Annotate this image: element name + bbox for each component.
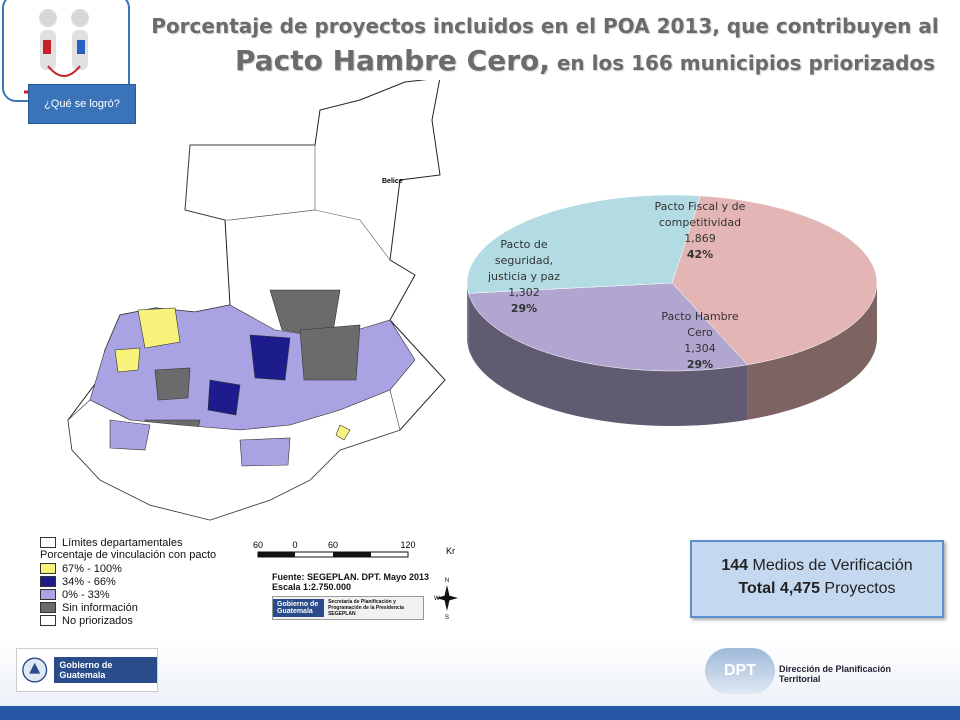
compass-w: W [434, 596, 440, 602]
legend-item-label: Sin información [62, 601, 138, 614]
legend-item-label: 67% - 100% [62, 562, 122, 575]
title-line-2-rest: en los 166 municipios priorizados [549, 51, 936, 75]
legend-swatch [40, 563, 56, 574]
summary-line-1: 144 Medios de Verificación [692, 554, 942, 577]
dpt-mark: DPT [705, 648, 775, 694]
footer-bar [0, 706, 960, 720]
pie-side [467, 285, 469, 349]
title-line-2: Pacto Hambre Cero, en los 166 municipios… [140, 44, 950, 77]
pie-label-percent: 29% [511, 302, 537, 315]
pie-label-line: 1,302 [508, 286, 540, 299]
legend-header: Porcentaje de vinculación con pacto [40, 549, 217, 561]
map-source: Fuente: SEGEPLAN. DPT. Mayo 2013 Escala … [272, 572, 437, 624]
legend-limites-label: Límites departamentales [62, 536, 183, 549]
pie-label-line: competitividad [659, 216, 741, 229]
scale-unit: Kr [446, 546, 455, 556]
segeplan-logo: Gobierno de Guatemala Secretaría de Plan… [272, 596, 424, 620]
pie-label-line: seguridad, [495, 254, 553, 267]
pie-label: Pacto Hambre Cero 1,304 29% [661, 310, 738, 371]
pie-label-percent: 42% [687, 248, 713, 261]
page-title: Porcentaje de proyectos incluidos en el … [140, 14, 950, 77]
pie-label-line: justicia y paz [487, 270, 560, 283]
segeplan-logo-right: Secretaría de Planificación y Programaci… [328, 599, 404, 617]
title-line-2-main: Pacto Hambre Cero, [234, 44, 550, 77]
legend-swatch [40, 589, 56, 600]
pie-label-line: 1,869 [684, 232, 716, 245]
medios-label: Medios de Verificación [748, 557, 913, 574]
pie-label-percent: 29% [687, 358, 713, 371]
legend-item: 67% - 100% [40, 562, 250, 575]
source-line-2: Escala 1:2.750.000 [272, 582, 352, 592]
pie-slice [468, 282, 749, 372]
map-legend: Límites departamentales Porcentaje de vi… [40, 536, 250, 627]
summary-box: 144 Medios de Verificación Total 4,475 P… [690, 540, 944, 618]
footer: Gobierno de Guatemala DPT Dirección de P… [0, 640, 960, 720]
source-line-1: Fuente: SEGEPLAN. DPT. Mayo 2013 [272, 572, 430, 582]
medios-count: 144 [721, 557, 749, 574]
pie-slice [466, 194, 701, 294]
pie-label: Pacto de seguridad, justicia y paz 1,302 29% [487, 238, 560, 315]
guatemala-map: Belice [67, 80, 446, 521]
belice-label: Belice [382, 178, 403, 185]
pie-side [468, 293, 748, 426]
scale-tick-0: 60 [253, 540, 263, 550]
coat-of-arms-icon [22, 657, 48, 683]
summary-line-2: Total 4,475 Proyectos [692, 577, 942, 600]
legend-item-label: 34% - 66% [62, 575, 116, 588]
compass-n: N [445, 578, 449, 584]
scale-tick-3: 120 [400, 540, 415, 550]
title-line-1: Porcentaje de proyectos incluidos en el … [151, 14, 939, 38]
gobierno-logo: Gobierno de Guatemala [16, 648, 158, 692]
total-label: Total [738, 580, 780, 597]
legend-swatch [40, 602, 56, 613]
pie-label-line: Pacto Hambre [661, 310, 738, 323]
legend-swatch [40, 615, 56, 626]
pie-label: Pacto Fiscal y de competitividad 1,869 42% [655, 200, 746, 261]
pie-label-line: Pacto Fiscal y de [655, 200, 746, 213]
pie-slice [671, 195, 878, 366]
legend-limites: Límites departamentales [40, 536, 250, 549]
total-count: 4,475 [779, 580, 820, 597]
dpt-logo: DPT Dirección de Planificación Territori… [705, 648, 925, 694]
legend-item: No priorizados [40, 614, 250, 627]
compass-icon: N W S [434, 578, 458, 620]
gobierno-label: Gobierno de Guatemala [54, 657, 157, 683]
pie-label-line: Pacto de [500, 238, 547, 251]
dpt-label: Dirección de Planificación Territorial [779, 664, 892, 684]
pie-chart: Pacto Fiscal y de competitividad 1,869 42%P… [466, 194, 878, 426]
scale-tick-2: 60 [328, 540, 338, 550]
legend-item: 34% - 66% [40, 575, 250, 588]
pie-label-line: 1,304 [684, 342, 716, 355]
scale-tick-1: 0 [292, 540, 297, 550]
pie-label-line: Cero [687, 326, 713, 339]
que-se-logro-button[interactable]: ¿Qué se logró? [28, 84, 136, 124]
scale-bar: 60 0 60 120 Kr [253, 540, 455, 558]
segeplan-logo-left: Gobierno de Guatemala [273, 599, 325, 617]
legend-item: Sin información [40, 601, 250, 614]
legend-swatch [40, 576, 56, 587]
legend-item: 0% - 33% [40, 588, 250, 601]
legend-item-label: No priorizados [62, 614, 133, 627]
legend-item-label: 0% - 33% [62, 588, 110, 601]
compass-s: S [445, 615, 449, 620]
proyectos-label: Proyectos [819, 580, 896, 597]
pie-side [747, 284, 877, 420]
